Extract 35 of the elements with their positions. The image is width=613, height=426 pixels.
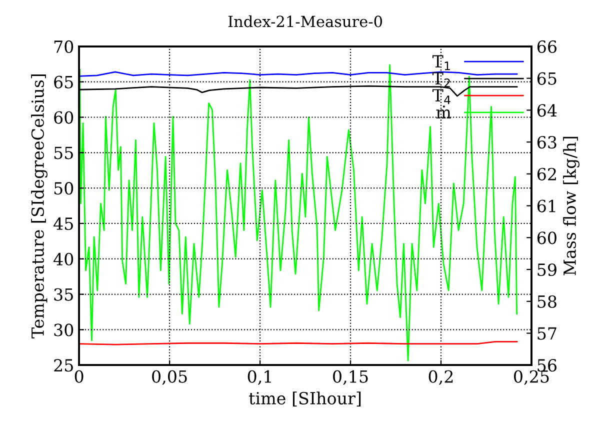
x-tick-label: 0,25 (514, 370, 549, 385)
chart-title: Index-21-Measure-0 (228, 15, 382, 28)
x-tick-label: 0 (74, 370, 84, 383)
y2-tick-label: 65 (537, 72, 556, 85)
y-tick-label: 70 (54, 40, 74, 54)
legend-label: ṁ (436, 106, 452, 118)
y-axis-title: Temperature [SIdegreeCelsius] (31, 74, 48, 338)
y2-tick-label: 64 (537, 104, 557, 117)
x-tick-label: 0,2 (428, 370, 453, 385)
x-axis-title: time [SIhour] (249, 392, 361, 406)
x-tick-label: 0,1 (248, 370, 271, 385)
y2-axis-title: Mass flow [kg/h] (563, 136, 580, 276)
y2-tick-label: 56 (538, 359, 556, 372)
y-tick-label: 40 (54, 252, 74, 266)
y2-tick-label: 57 (538, 327, 556, 340)
y2-tick-label: 63 (537, 136, 556, 149)
y2-tick-label: 59 (538, 263, 556, 276)
y-tick-label: 30 (54, 324, 74, 336)
y-tick-label: 60 (54, 111, 74, 124)
x-tick-label: 0,05 (152, 370, 187, 385)
legend-label: T$_{2}$ (432, 72, 450, 88)
y-tick-label: 45 (54, 217, 73, 230)
y2-tick-label: 58 (538, 295, 556, 308)
y2-tick-label: 62 (537, 168, 556, 180)
y2-tick-label: 66 (537, 40, 556, 54)
y2-tick-label: 60 (537, 232, 556, 244)
y-tick-label: 55 (54, 146, 73, 160)
y-tick-label: 25 (54, 359, 73, 372)
y2-tick-label: 61 (537, 200, 556, 212)
legend-label: T$_{1}$ (432, 55, 450, 70)
y-tick-label: 35 (54, 288, 73, 301)
legend-label: T$_{4}$ (432, 89, 450, 104)
x-tick-label: 0,15 (333, 370, 368, 385)
y-tick-label: 65 (54, 76, 73, 88)
y-tick-label: 50 (54, 182, 74, 195)
